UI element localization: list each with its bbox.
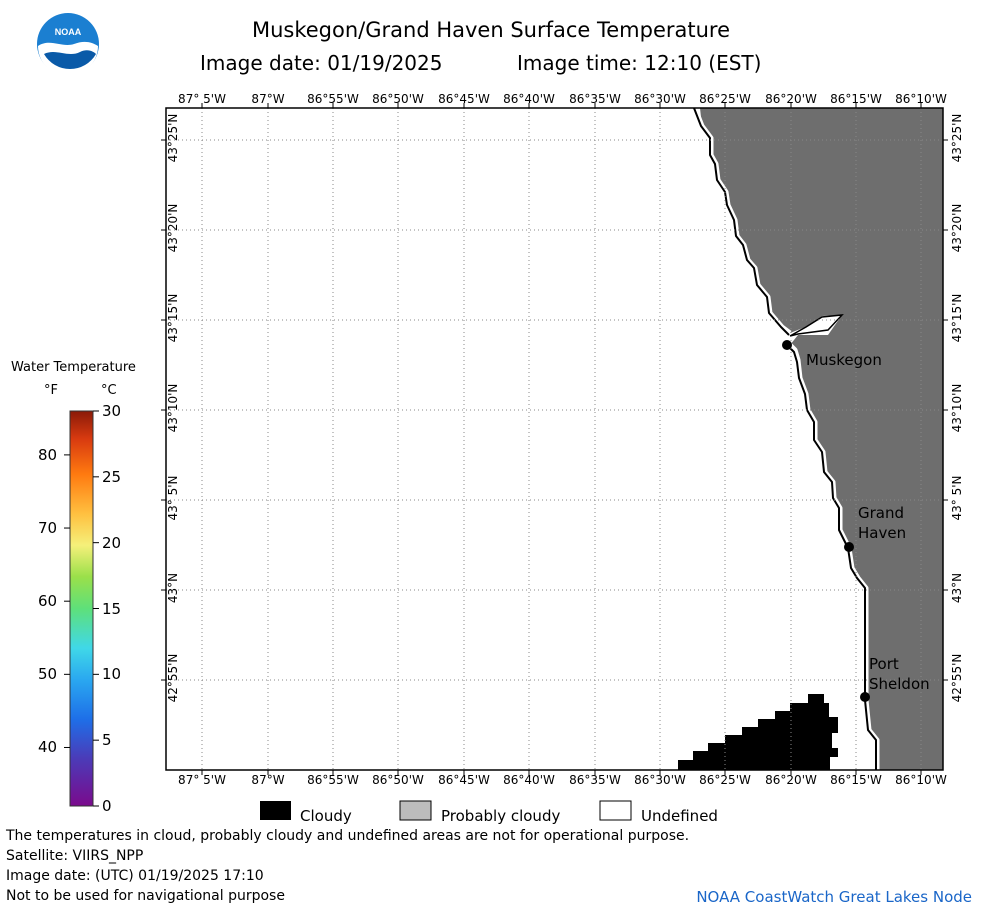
lat-label-right: 42°55'N bbox=[950, 653, 964, 703]
land-area bbox=[700, 108, 943, 770]
lat-label-left: 42°55'N bbox=[166, 653, 180, 703]
port-sheldon-marker bbox=[860, 692, 870, 702]
lon-label-bottom: 86°40'W bbox=[503, 773, 555, 787]
noaa-logo-text: NOAA bbox=[55, 27, 82, 37]
lon-label-top: 87°W bbox=[251, 92, 285, 106]
legend-unit-f: °F bbox=[44, 383, 58, 398]
footer-satellite: Satellite: VIIRS_NPP bbox=[6, 848, 144, 864]
lon-label-bottom: 86°15'W bbox=[830, 773, 882, 787]
image-time: Image time: 12:10 (EST) bbox=[517, 51, 762, 75]
colorbar-label-f: 50 bbox=[38, 665, 58, 684]
lat-label-right: 43° 5'N bbox=[950, 475, 964, 521]
lat-label-right: 43°10'N bbox=[950, 383, 964, 433]
temperature-colorbar bbox=[69, 410, 94, 807]
footer-utc-date: Image date: (UTC) 01/19/2025 17:10 bbox=[6, 868, 264, 884]
cloudy-label: Cloudy bbox=[300, 807, 352, 825]
lon-label-bottom: 86°10'W bbox=[895, 773, 947, 787]
colorbar-ticks bbox=[64, 410, 99, 807]
lon-label-top: 86°30'W bbox=[634, 92, 686, 106]
colorbar-label-f: 70 bbox=[38, 519, 58, 538]
lon-label-bottom: 86°20'W bbox=[765, 773, 817, 787]
image-date: Image date: 01/19/2025 bbox=[200, 51, 443, 75]
undefined-label: Undefined bbox=[641, 807, 718, 825]
lat-label-left: 43°N bbox=[166, 572, 180, 604]
lon-label-bottom: 87° 5'W bbox=[178, 773, 226, 787]
probably-cloudy-label: Probably cloudy bbox=[441, 807, 561, 825]
lat-label-right: 43°20'N bbox=[950, 203, 964, 253]
lon-label-top: 86°55'W bbox=[307, 92, 359, 106]
colorbar-label-c: 20 bbox=[102, 533, 122, 552]
city-label-grand-haven: Grand Haven bbox=[858, 504, 907, 542]
map-ticks bbox=[161, 103, 948, 775]
lat-label-left: 43°20'N bbox=[166, 203, 180, 253]
colorbar-label-f: 80 bbox=[38, 445, 58, 464]
muskegon-lake bbox=[789, 314, 844, 337]
colorbar-label-c: 30 bbox=[102, 402, 122, 420]
muskegon-marker bbox=[782, 340, 792, 350]
cloudy-swatch bbox=[260, 801, 291, 820]
lon-label-top: 86°25'W bbox=[699, 92, 751, 106]
legend-unit-c: °C bbox=[101, 383, 117, 398]
grand-haven-marker bbox=[844, 542, 854, 552]
city-label-muskegon: Muskegon bbox=[806, 351, 882, 369]
lon-label-top: 86°20'W bbox=[765, 92, 817, 106]
lat-label-left: 43°15'N bbox=[166, 293, 180, 343]
lon-label-bottom: 87°W bbox=[251, 773, 285, 787]
colorbar-label-c: 25 bbox=[102, 467, 122, 486]
colorbar-label-f: 40 bbox=[38, 738, 58, 757]
lon-label-top: 86°35'W bbox=[569, 92, 621, 106]
colorbar-label-c: 5 bbox=[102, 731, 112, 750]
noaa-logo: NOAA bbox=[37, 13, 99, 76]
lon-label-top: 86°50'W bbox=[372, 92, 424, 106]
lon-label-bottom: 86°30'W bbox=[634, 773, 686, 787]
colorbar-label-c: 10 bbox=[102, 665, 122, 684]
lat-label-right: 43°N bbox=[950, 572, 964, 604]
lat-label-left: 43°25'N bbox=[166, 113, 180, 163]
lat-label-left: 43°10'N bbox=[166, 383, 180, 433]
lon-label-bottom: 86°25'W bbox=[699, 773, 751, 787]
lon-label-top: 86°15'W bbox=[830, 92, 882, 106]
lat-label-right: 43°15'N bbox=[950, 293, 964, 343]
lat-label-right: 43°25'N bbox=[950, 113, 964, 163]
page-title: Muskegon/Grand Haven Surface Temperature bbox=[251, 18, 731, 42]
lon-label-bottom: 86°45'W bbox=[438, 773, 490, 787]
lon-label-bottom: 86°55'W bbox=[307, 773, 359, 787]
graticule bbox=[166, 108, 943, 770]
coastline bbox=[693, 107, 877, 770]
lon-label-top: 87° 5'W bbox=[178, 92, 226, 106]
colorbar-label-c: 0 bbox=[102, 797, 112, 815]
probably-cloudy-swatch bbox=[399, 800, 432, 821]
footer-nav-note: Not to be used for navigational purpose bbox=[6, 888, 285, 904]
map-frame bbox=[165, 107, 944, 771]
legend-title: Water Temperature bbox=[11, 360, 136, 375]
city-label-port-sheldon: Port Sheldon bbox=[869, 655, 930, 693]
lon-label-bottom: 86°35'W bbox=[569, 773, 621, 787]
footer-credit: NOAA CoastWatch Great Lakes Node bbox=[696, 888, 972, 906]
lon-label-top: 86°10'W bbox=[895, 92, 947, 106]
lon-label-bottom: 86°50'W bbox=[372, 773, 424, 787]
lon-label-top: 86°45'W bbox=[438, 92, 490, 106]
cloud-mask bbox=[678, 694, 838, 770]
colorbar-label-c: 15 bbox=[102, 599, 122, 618]
undefined-swatch bbox=[599, 800, 632, 821]
lon-label-top: 86°40'W bbox=[503, 92, 555, 106]
footer-note: The temperatures in cloud, probably clou… bbox=[6, 828, 690, 844]
lat-label-left: 43° 5'N bbox=[166, 475, 180, 521]
colorbar-label-f: 60 bbox=[38, 592, 58, 611]
